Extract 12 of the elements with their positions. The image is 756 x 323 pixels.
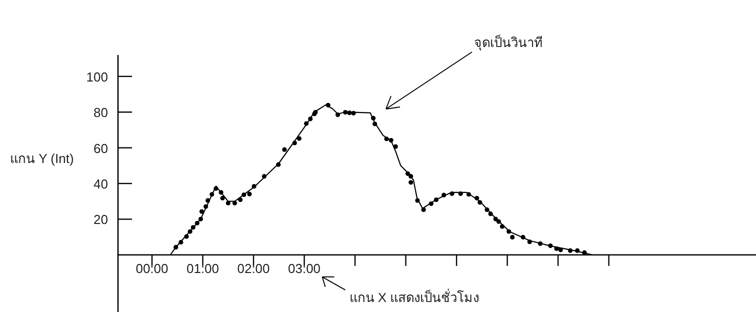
- annotation: แกน X แสดงเป็นชั่วโมง: [349, 288, 480, 305]
- y-tick-label: 40: [94, 176, 108, 192]
- y-axis-title: แกน Y (Int): [10, 151, 74, 166]
- y-tick-label: 60: [94, 140, 108, 156]
- x-tick-label: 01:00: [186, 260, 220, 276]
- y-tick-label: 80: [94, 105, 108, 120]
- text: จุดเป็นวินาที: [474, 33, 543, 51]
- y-tick-label: 100: [86, 69, 108, 84]
- x-tick-label: 03:00: [288, 260, 321, 276]
- x-tick-label: 02:00: [237, 260, 270, 276]
- x-tick-label: 00:00: [136, 260, 168, 276]
- y-tick-label: 20: [94, 212, 108, 228]
